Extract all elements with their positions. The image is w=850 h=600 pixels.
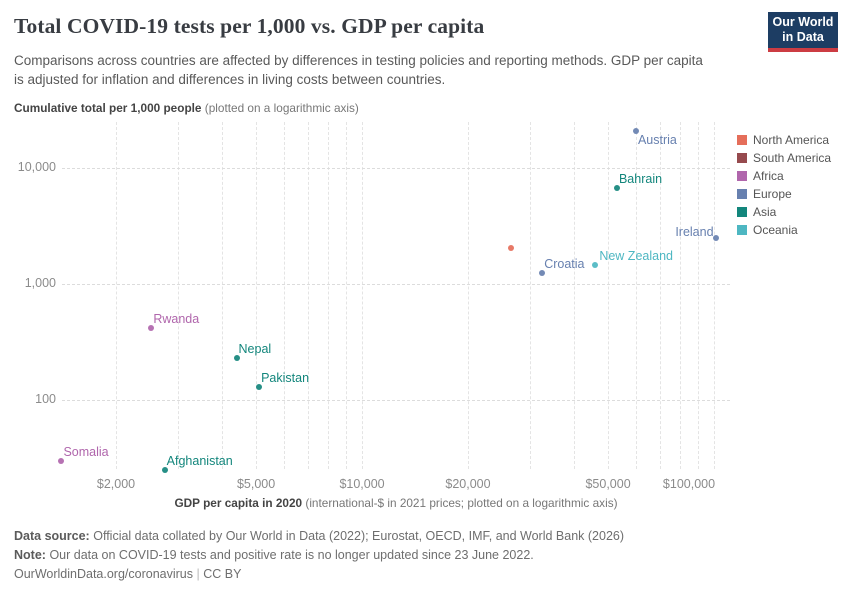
data-point-rwanda[interactable] [148, 324, 155, 331]
y-axis-title-main: Cumulative total per 1,000 people [14, 101, 202, 115]
legend-label: Asia [753, 205, 777, 219]
vertical-gridline [221, 122, 223, 469]
data-point-croatia[interactable] [539, 269, 546, 276]
country-label: Afghanistan [166, 453, 233, 468]
vertical-gridline [468, 122, 469, 469]
vertical-gridline [116, 122, 117, 469]
vertical-gridline [714, 122, 716, 469]
vertical-gridline [327, 122, 329, 469]
owid-logo[interactable]: Our World in Data [768, 12, 838, 52]
data-point-bahrain[interactable] [613, 185, 620, 192]
legend-item-africa[interactable]: Africa [737, 167, 831, 185]
vertical-gridline [529, 122, 531, 469]
license-text: CC BY [203, 567, 242, 581]
legend-swatch [737, 171, 747, 181]
country-label: Rwanda [153, 311, 200, 326]
legend-swatch [737, 225, 747, 235]
legend-item-europe[interactable]: Europe [737, 185, 831, 203]
legend-item-asia[interactable]: Asia [737, 203, 831, 221]
continent-legend: North America South America Africa Europe As… [737, 131, 831, 239]
owid-url-link[interactable]: OurWorldinData.org/coronavirus [14, 567, 194, 581]
data-point-austria[interactable] [632, 127, 639, 134]
x-tick-label: $20,000 [445, 477, 491, 491]
owid-logo-accent-strip [768, 48, 838, 52]
country-label: Bahrain [618, 172, 663, 187]
vertical-gridline [177, 122, 179, 469]
x-tick-label: $5,000 [236, 477, 276, 491]
vertical-gridline [256, 122, 258, 469]
owid-logo-line1: Our World [772, 15, 834, 29]
footer-note-line: Note: Our data on COVID-19 tests and pos… [14, 546, 624, 565]
y-tick-label: 100 [35, 392, 56, 406]
legend-label: Africa [753, 169, 784, 183]
country-label: Somalia [63, 444, 109, 459]
vertical-gridline [697, 122, 699, 469]
data-point-afghanistan[interactable] [161, 466, 168, 473]
footer-datasource-line: Data source: Official data collated by O… [14, 527, 624, 546]
legend-label: South America [753, 151, 832, 165]
owid-logo-line2: in Data [782, 30, 824, 44]
vertical-gridline [283, 122, 285, 469]
vertical-gridline [362, 122, 364, 469]
chart-subtitle: Comparisons across countries are affecte… [14, 53, 703, 87]
data-point-ireland[interactable] [712, 234, 719, 241]
x-tick-label: $10,000 [339, 477, 385, 491]
data-point-nepal[interactable] [233, 355, 240, 362]
chart-title: Total COVID-19 tests per 1,000 vs. GDP p… [14, 14, 485, 38]
legend-swatch [737, 207, 747, 217]
legend-label: Europe [753, 187, 792, 201]
x-axis-title-note: (international-$ in 2021 prices; plotted… [302, 496, 618, 510]
data-point-new-zealand[interactable] [592, 262, 599, 269]
data-point-somalia[interactable] [58, 457, 65, 464]
legend-label: North America [753, 133, 830, 147]
horizontal-gridline [62, 284, 730, 285]
horizontal-gridline [62, 168, 730, 169]
vertical-gridline [345, 122, 347, 469]
note-text: Our data on COVID-19 tests and positive … [49, 548, 534, 562]
legend-label: Oceania [753, 223, 798, 237]
legend-swatch [737, 189, 747, 199]
x-axis-title-main: GDP per capita in 2020 [174, 496, 303, 510]
country-label: Austria [637, 132, 677, 147]
vertical-gridline [573, 122, 575, 469]
country-label: Ireland [675, 224, 714, 239]
x-tick-label: $100,000 [662, 477, 716, 491]
x-tick-label: $50,000 [585, 477, 631, 491]
y-axis-title: Cumulative total per 1,000 people (plott… [14, 101, 359, 115]
y-tick-label: 1,000 [24, 276, 56, 290]
x-tick-label: $2,000 [96, 477, 136, 491]
datasource-text: Official data collated by Our World in D… [93, 529, 625, 543]
horizontal-gridline [62, 400, 730, 401]
country-label: Croatia [544, 256, 585, 271]
y-tick-label: 10,000 [17, 160, 56, 174]
datasource-label: Data source: [14, 529, 90, 543]
note-label: Note: [14, 548, 46, 562]
owid-logo-box: Our World in Data [768, 12, 838, 48]
vertical-gridline [608, 122, 610, 469]
footer-separator: | [196, 567, 200, 581]
plot-area: $2,000 $5,000 $10,000 $20,000 $50,000 $100,00… [58, 122, 730, 491]
vertical-gridline [659, 122, 661, 469]
legend-swatch [737, 153, 747, 163]
country-label: New Zealand [599, 249, 673, 264]
legend-item-oceania[interactable]: Oceania [737, 221, 831, 239]
vertical-gridline [307, 122, 309, 469]
country-label: Pakistan [261, 370, 310, 385]
vertical-gridline [635, 122, 637, 469]
legend-item-north-america[interactable]: North America [737, 131, 831, 149]
legend-swatch [737, 135, 747, 145]
data-point[interactable] [508, 244, 515, 251]
y-axis-title-note: (plotted on a logarithmic axis) [201, 101, 359, 115]
country-label: Nepal [238, 342, 272, 357]
x-axis-title: GDP per capita in 2020 (international-$ … [62, 496, 730, 510]
vertical-gridline [679, 122, 681, 469]
footer-attribution-line: OurWorldinData.org/coronavirus | CC BY [14, 565, 624, 584]
footer: Data source: Official data collated by O… [14, 527, 624, 584]
legend-item-south-america[interactable]: South America [737, 149, 831, 167]
data-point-pakistan[interactable] [256, 383, 263, 390]
